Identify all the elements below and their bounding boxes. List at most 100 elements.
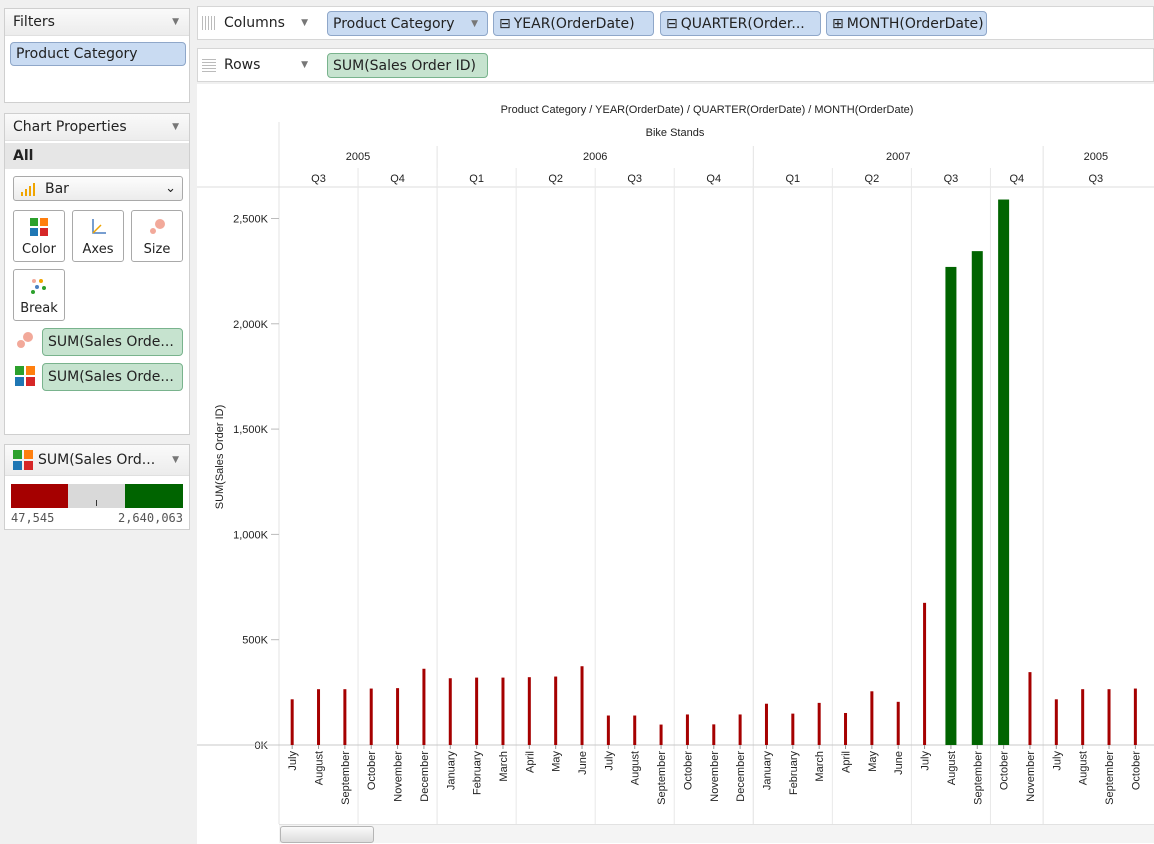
- legend-title: SUM(Sales Ord...: [38, 452, 156, 468]
- quarter-header-label: Q4: [390, 173, 405, 185]
- legend-min-label: 47,545: [11, 511, 55, 525]
- bar: [527, 677, 531, 745]
- column-pill-label: YEAR(OrderDate): [513, 15, 635, 32]
- filter-pill-product-category[interactable]: Product Category: [10, 42, 186, 66]
- axes-card-label: Axes: [82, 242, 114, 257]
- color-squares-icon: [30, 218, 48, 236]
- bar: [396, 688, 400, 745]
- grip-icon: [202, 58, 216, 72]
- filters-title: Filters: [13, 14, 55, 30]
- size-field-label: SUM(Sales Orde...: [48, 334, 174, 350]
- axes-icon: [92, 219, 106, 234]
- horizontal-scrollbar[interactable]: [279, 824, 1154, 843]
- quarter-header-label: Q2: [548, 173, 563, 185]
- row-pill-sum-sales-order-id[interactable]: SUM(Sales Order ID): [327, 53, 488, 78]
- y-tick-label: 500K: [242, 635, 268, 647]
- rows-menu-icon[interactable]: ▼: [301, 60, 308, 70]
- x-tick-label: September: [1104, 751, 1116, 805]
- ramp-high-segment: [125, 484, 183, 508]
- rows-label: Rows: [224, 57, 261, 73]
- legend-header[interactable]: SUM(Sales Ord... ▼: [5, 445, 189, 476]
- size-card[interactable]: Size: [131, 210, 183, 262]
- collapse-icon[interactable]: ⊟: [666, 15, 678, 32]
- pill-menu-icon[interactable]: ▼: [471, 18, 478, 29]
- y-tick-label: 1,500K: [233, 424, 269, 436]
- legend-menu-icon[interactable]: ▼: [172, 455, 179, 465]
- x-tick-label: January: [445, 751, 457, 791]
- x-tick-label: November: [709, 751, 721, 802]
- columns-shelf[interactable]: Columns ▼ Product Category ▼ ⊟ YEAR(Orde…: [197, 6, 1154, 40]
- year-header-label: 2005: [1084, 151, 1108, 163]
- color-squares-icon: [13, 450, 33, 470]
- x-tick-label: March: [498, 751, 510, 782]
- filter-pill-label: Product Category: [16, 46, 138, 62]
- collapse-icon[interactable]: ⊟: [499, 15, 511, 32]
- axes-card[interactable]: Axes: [72, 210, 124, 262]
- color-legend-panel: SUM(Sales Ord... ▼ 47,545 2,640,063: [4, 444, 190, 530]
- quarter-header-label: Q3: [311, 173, 326, 185]
- bar: [685, 714, 689, 745]
- bar: [844, 712, 848, 745]
- bar: [317, 689, 321, 745]
- chart-properties-header[interactable]: Chart Properties ▼: [5, 114, 189, 141]
- x-tick-label: April: [524, 751, 536, 773]
- quarter-header-label: Q1: [469, 173, 484, 185]
- column-pill-month[interactable]: ⊞ MONTH(OrderDate): [826, 11, 987, 36]
- rows-shelf[interactable]: Rows ▼ SUM(Sales Order ID): [197, 48, 1154, 82]
- x-tick-label: October: [1130, 751, 1142, 790]
- expand-icon[interactable]: ⊞: [832, 15, 844, 32]
- x-tick-label: August: [314, 751, 326, 785]
- rows-shelf-label: Rows ▼: [202, 49, 322, 81]
- bar-chart-icon: [21, 182, 35, 196]
- chart-properties-menu-icon[interactable]: ▼: [172, 122, 179, 132]
- column-pill-quarter[interactable]: ⊟ QUARTER(Order...: [660, 11, 821, 36]
- size-card-label: Size: [143, 242, 171, 257]
- x-tick-label: September: [972, 751, 984, 805]
- quarter-header-label: Q3: [627, 173, 642, 185]
- filters-header[interactable]: Filters ▼: [5, 9, 189, 36]
- scrollbar-thumb[interactable]: [280, 826, 374, 843]
- x-tick-label: December: [735, 751, 747, 802]
- x-tick-label: January: [761, 751, 773, 791]
- ramp-mid-segment: [68, 484, 125, 508]
- size-field-pill[interactable]: SUM(Sales Orde...: [42, 328, 183, 356]
- chart-properties-title: Chart Properties: [13, 119, 127, 135]
- bar: [1054, 699, 1058, 745]
- break-dots-icon: [31, 279, 46, 294]
- year-header-label: 2005: [346, 151, 370, 163]
- x-tick-label: March: [814, 751, 826, 782]
- x-tick-label: February: [788, 751, 800, 796]
- x-tick-label: October: [366, 751, 378, 790]
- quarter-header-label: Q1: [785, 173, 800, 185]
- scope-all-label[interactable]: All: [5, 143, 189, 169]
- size-circles-icon: [150, 219, 165, 234]
- bar: [606, 715, 610, 745]
- year-header-label: 2007: [886, 151, 910, 163]
- ramp-tick: [96, 500, 97, 506]
- visualization-area: Product Category / YEAR(OrderDate) / QUA…: [197, 84, 1154, 844]
- quarter-header-label: Q3: [944, 173, 959, 185]
- color-card[interactable]: Color: [13, 210, 65, 262]
- x-tick-label: June: [577, 751, 589, 775]
- y-tick-label: 0K: [255, 740, 269, 752]
- column-pill-year[interactable]: ⊟ YEAR(OrderDate): [493, 11, 654, 36]
- color-field-pill[interactable]: SUM(Sales Orde...: [42, 363, 183, 391]
- column-pill-product-category[interactable]: Product Category ▼: [327, 11, 488, 36]
- bar: [1028, 672, 1032, 745]
- bar: [290, 699, 294, 745]
- chart-properties-panel: Chart Properties ▼ All Bar ⌄ Color Axes …: [4, 113, 190, 435]
- color-field-label: SUM(Sales Orde...: [48, 369, 174, 385]
- x-tick-label: July: [920, 751, 932, 771]
- x-tick-label: November: [1025, 751, 1037, 802]
- bar: [998, 199, 1010, 746]
- chart-title: Product Category / YEAR(OrderDate) / QUA…: [501, 104, 914, 116]
- columns-menu-icon[interactable]: ▼: [301, 18, 308, 28]
- x-tick-label: August: [946, 751, 958, 785]
- x-tick-label: February: [472, 751, 484, 796]
- bar: [554, 676, 558, 745]
- color-squares-icon: [15, 366, 35, 386]
- filters-menu-icon[interactable]: ▼: [172, 17, 179, 27]
- break-card[interactable]: Break: [13, 269, 65, 321]
- x-tick-label: May: [867, 751, 879, 772]
- mark-type-select[interactable]: Bar ⌄: [13, 176, 183, 201]
